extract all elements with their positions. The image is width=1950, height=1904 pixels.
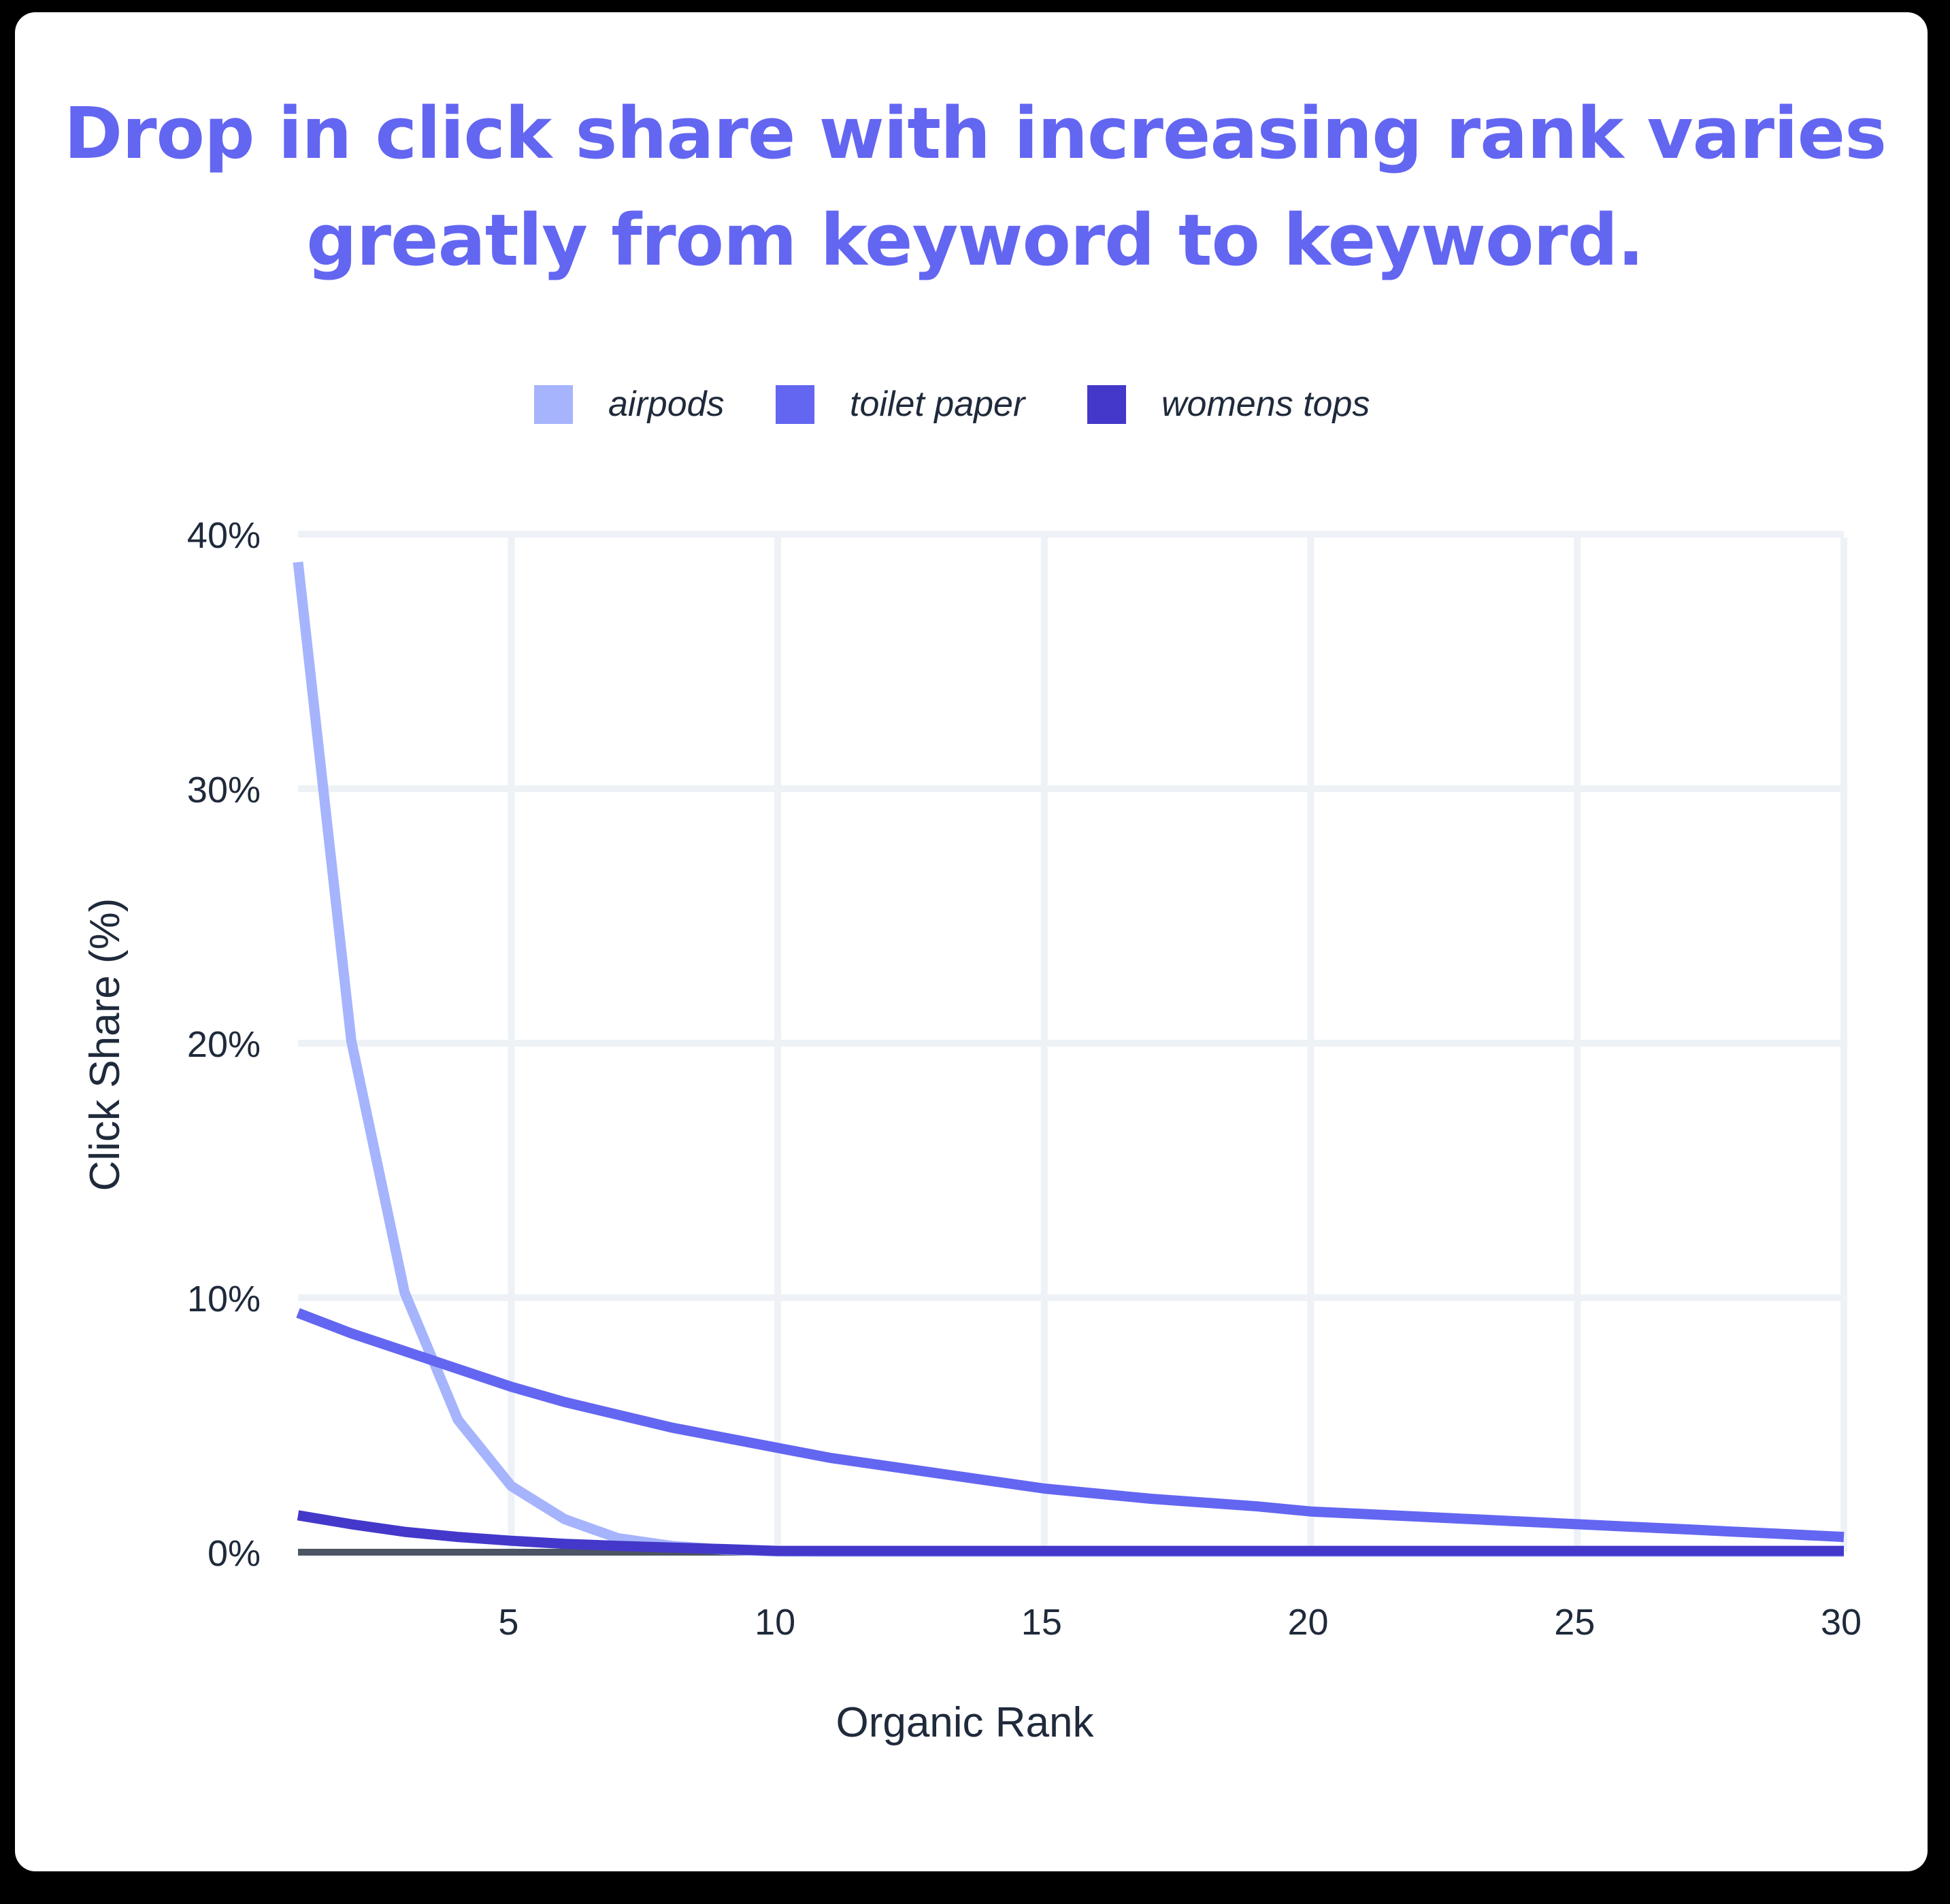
chart-card bbox=[15, 12, 1928, 1871]
legend: airpods toilet paper womens tops bbox=[0, 384, 1950, 424]
x-tick-label: 5 bbox=[498, 1602, 518, 1643]
legend-item-womens-tops[interactable]: womens tops bbox=[1087, 384, 1370, 424]
legend-swatch-airpods bbox=[534, 384, 573, 424]
y-axis-ticks: 0% 10% 20% 30% 40% bbox=[187, 515, 261, 1574]
legend-label-womens-tops: womens tops bbox=[1161, 384, 1370, 424]
x-tick-label: 15 bbox=[1021, 1602, 1062, 1643]
x-tick-label: 30 bbox=[1821, 1602, 1862, 1643]
y-axis-title: Click Share (%) bbox=[82, 898, 129, 1192]
chart-title: Drop in click share with increasing rank… bbox=[0, 80, 1950, 294]
legend-swatch-toilet-paper bbox=[776, 384, 814, 424]
series-line-toilet-paper bbox=[296, 1308, 1845, 1543]
series-line-womens-tops bbox=[297, 1510, 1844, 1556]
x-tick-label: 20 bbox=[1288, 1602, 1329, 1643]
x-axis-ticks: 5 10 15 20 25 30 bbox=[498, 1602, 1862, 1643]
y-tick-label: 30% bbox=[187, 770, 261, 810]
legend-label-toilet-paper: toilet paper bbox=[850, 384, 1025, 424]
y-tick-label: 10% bbox=[187, 1279, 261, 1319]
x-tick-label: 10 bbox=[755, 1602, 795, 1643]
series-lines bbox=[293, 561, 1845, 1557]
x-tick-label: 25 bbox=[1554, 1602, 1595, 1643]
x-axis-title: Organic Rank bbox=[836, 1699, 1094, 1746]
series-line-airpods bbox=[293, 561, 1844, 1557]
chart-title-line-1: Drop in click share with increasing rank… bbox=[63, 92, 1887, 175]
y-tick-label: 20% bbox=[187, 1024, 261, 1065]
legend-label-airpods: airpods bbox=[608, 384, 725, 424]
grid-lines bbox=[298, 531, 1847, 1552]
y-tick-label: 0% bbox=[208, 1533, 261, 1574]
legend-swatch-womens-tops bbox=[1087, 384, 1126, 424]
chart-title-line-2: greatly from keyword to keyword. bbox=[306, 199, 1644, 282]
legend-item-toilet-paper[interactable]: toilet paper bbox=[776, 384, 1025, 424]
legend-item-airpods[interactable]: airpods bbox=[534, 384, 725, 424]
y-tick-label: 40% bbox=[187, 515, 261, 556]
